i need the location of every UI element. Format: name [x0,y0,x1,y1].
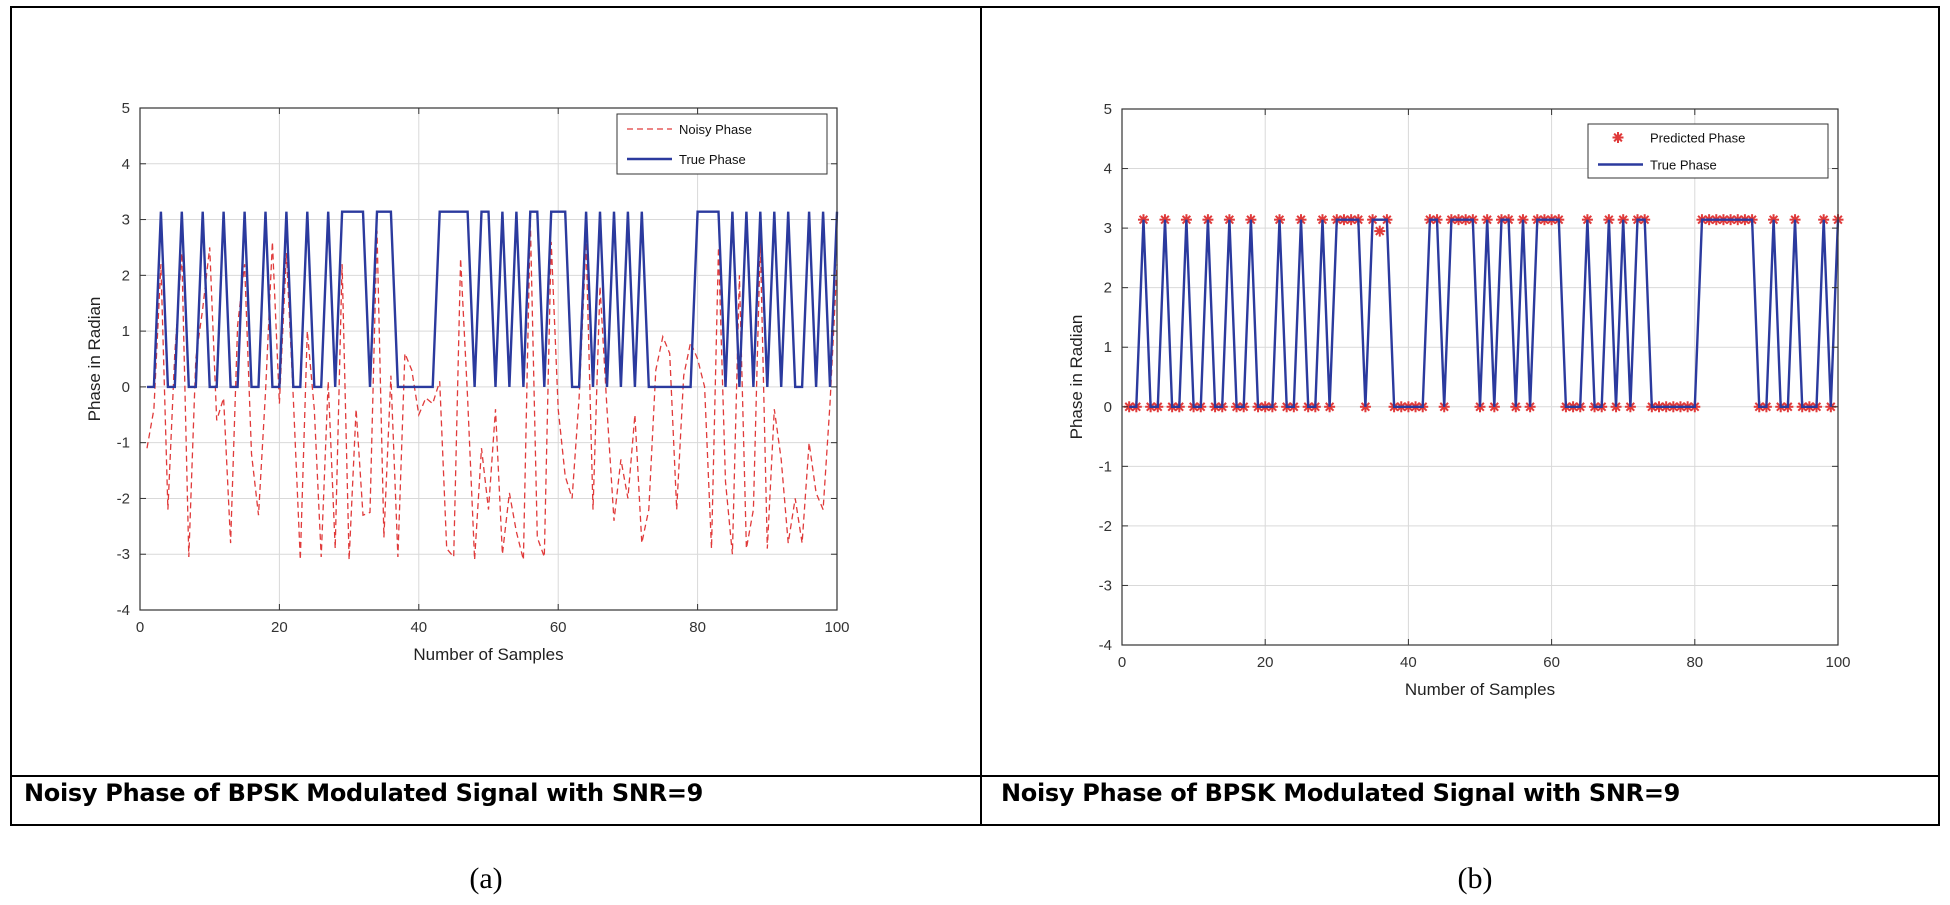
y-axis-label: Phase in Radian [85,297,104,422]
data-point [1374,225,1386,237]
x-tick-label: 100 [824,619,849,636]
y-tick-label: -1 [117,435,130,452]
series-true-phase [1129,218,1840,408]
legend-label: True Phase [1650,158,1717,173]
legend-marker [1612,132,1624,143]
y-tick-label: -2 [1099,518,1112,535]
y-tick-label: -1 [1099,458,1112,475]
y-tick-label: 4 [1104,161,1112,178]
legend: Noisy Phase True Phase [616,113,828,175]
x-tick-label: 0 [136,619,144,636]
y-tick-label: 3 [1104,220,1112,237]
y-tick-label: -4 [1099,637,1112,654]
y-axis-label: Phase in Radian [1067,315,1086,440]
plot-area [140,108,837,610]
x-tick-label: 60 [550,619,567,636]
axes-box [1121,108,1839,646]
y-tick-label: -3 [1099,577,1112,594]
y-tick-label: 5 [122,100,130,117]
series-true-phase [147,210,839,389]
x-tick-label: 80 [1686,654,1703,671]
x-axis-label: Number of Samples [1405,680,1555,699]
y-tick-label: 1 [1104,339,1112,356]
legend-label: Noisy Phase [679,122,752,137]
y-tick-label: 0 [1104,399,1112,416]
series-noisy-phase [146,219,838,560]
y-tick-label: 1 [122,323,130,340]
caption-row-divider [10,775,1940,777]
x-tick-label: 20 [271,619,288,636]
x-tick-label: 40 [410,619,427,636]
x-tick-label: 80 [689,619,706,636]
legend-box [616,113,828,175]
y-tick-label: -2 [117,490,130,507]
legend-label: True Phase [679,152,746,167]
y-tick-label: 2 [1104,280,1112,297]
x-tick-label: 100 [1825,654,1850,671]
x-axis-label: Number of Samples [413,645,563,664]
y-tick-label: 2 [122,267,130,284]
x-tick-label: 20 [1257,654,1274,671]
x-tick-label: 0 [1118,654,1126,671]
legend-box [1587,123,1829,179]
caption-b: Noisy Phase of BPSK Modulated Signal wit… [1001,779,1681,807]
y-tick-label: 5 [1104,101,1112,118]
y-tick-label: -4 [117,602,130,619]
subfigure-label-a: (a) [469,862,503,895]
axes-box [139,107,838,611]
subfigure-label-b: (b) [1457,862,1493,895]
y-tick-label: 0 [122,379,130,396]
x-tick-label: 40 [1400,654,1417,671]
caption-a: Noisy Phase of BPSK Modulated Signal wit… [24,779,704,807]
figure-table-border [10,6,1940,826]
column-divider [980,6,982,826]
y-tick-label: 4 [122,156,130,173]
y-tick-label: -3 [117,546,130,563]
y-tick-label: 3 [122,212,130,229]
legend-label: Predicted Phase [1650,131,1745,146]
x-tick-label: 60 [1543,654,1560,671]
legend: Predicted Phase True Phase [1587,123,1829,179]
